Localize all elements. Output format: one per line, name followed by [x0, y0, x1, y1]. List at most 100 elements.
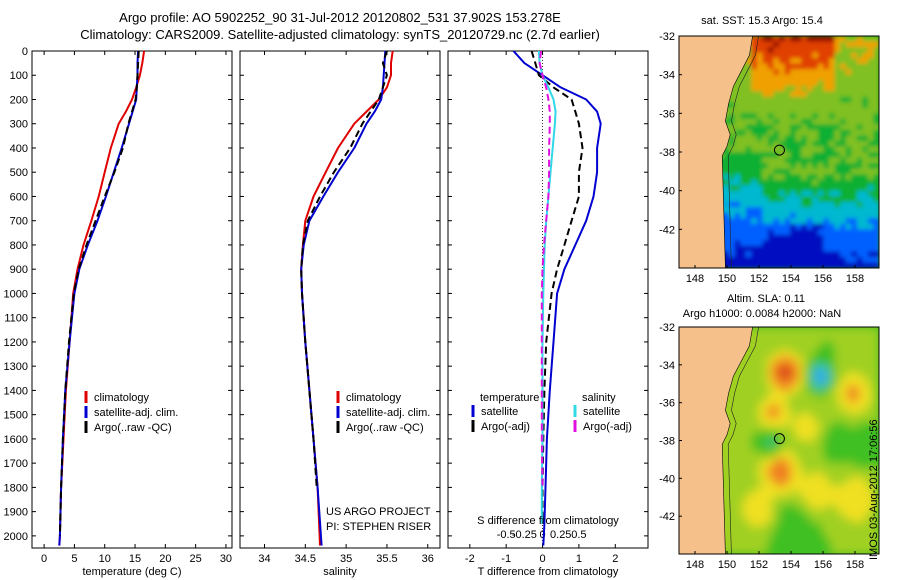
- sla-cell: [747, 358, 752, 364]
- map-lon-label: 152: [750, 273, 768, 285]
- sla-cell: [839, 363, 844, 369]
- sst-cell: [806, 212, 813, 219]
- sst-cell: [745, 234, 752, 241]
- sst-cell: [784, 129, 791, 136]
- sla-cell: [875, 440, 879, 446]
- sla-cell: [875, 345, 879, 351]
- sst-cell: [801, 223, 808, 230]
- sst-cell: [806, 223, 813, 230]
- sla-cell: [767, 540, 772, 546]
- sst-cell: [734, 257, 741, 264]
- sst-cell: [823, 245, 830, 252]
- sla-cell: [843, 517, 848, 523]
- sla-cell: [803, 472, 808, 478]
- sla-cell: [815, 440, 820, 446]
- sla-cell: [759, 404, 764, 410]
- sst-cell: [823, 41, 830, 48]
- sst-cell: [812, 118, 819, 125]
- sla-cell: [791, 526, 796, 532]
- sla-cell: [747, 495, 752, 501]
- sla-cell: [871, 463, 876, 469]
- sla-cell: [875, 436, 879, 442]
- sla-cell: [859, 531, 864, 537]
- sst-cell: [873, 157, 879, 164]
- sla-cell: [835, 522, 840, 528]
- sst-cell: [784, 85, 791, 92]
- sst-cell: [756, 74, 763, 81]
- sst-cell: [762, 80, 769, 87]
- sla-cell: [871, 445, 876, 451]
- sst-cell: [762, 245, 769, 252]
- sst-cell: [829, 36, 836, 43]
- sla-cell: [871, 417, 876, 423]
- sla-cell: [791, 367, 796, 373]
- sst-cell: [790, 74, 797, 81]
- sst-cell: [734, 141, 741, 148]
- sla-cell: [835, 458, 840, 464]
- sla-cell: [815, 522, 820, 528]
- sst-cell: [745, 196, 752, 203]
- sla-cell: [855, 376, 860, 382]
- sla-cell: [827, 467, 832, 473]
- sst-cell: [812, 63, 819, 70]
- sst-cell: [751, 257, 758, 264]
- sst-cell: [801, 251, 808, 258]
- sla-cell: [747, 458, 752, 464]
- sst-cell: [817, 157, 825, 164]
- sst-cell: [806, 179, 813, 186]
- sst-cell: [779, 36, 786, 43]
- sst-cell: [729, 245, 736, 252]
- sla-cell: [755, 531, 760, 537]
- sst-cell: [740, 234, 747, 241]
- sla-cell: [867, 485, 872, 491]
- sla-cell: [759, 395, 764, 401]
- sla-cell: [771, 336, 776, 342]
- sla-cell: [847, 540, 852, 546]
- sla-cell: [739, 531, 744, 537]
- sla-cell: [775, 413, 780, 419]
- sst-cell: [873, 179, 879, 186]
- sla-cell: [791, 345, 796, 351]
- sla-cell: [835, 495, 840, 501]
- sst-cell: [834, 146, 841, 153]
- sst-cell: [806, 47, 813, 54]
- sst-cell: [829, 196, 836, 203]
- sla-cell: [803, 336, 808, 342]
- map-lat-label: -42: [659, 511, 675, 523]
- sla-cell: [787, 436, 792, 442]
- sla-cell: [799, 376, 804, 382]
- sla-cell: [871, 540, 876, 546]
- sst-cell: [829, 129, 836, 136]
- sla-cell: [751, 363, 756, 369]
- sla-cell: [855, 363, 860, 369]
- sla-cell: [755, 522, 760, 528]
- sla-cell: [735, 463, 740, 469]
- sla-cell: [723, 504, 728, 510]
- sla-cell: [835, 476, 840, 482]
- sla-cell: [779, 336, 784, 342]
- sst-cell: [740, 179, 747, 186]
- sst-cell: [829, 74, 836, 81]
- sla-cell: [775, 499, 780, 505]
- sst-cell: [790, 63, 797, 70]
- sla-cell: [827, 454, 832, 460]
- sla-cell: [851, 540, 856, 546]
- sst-cell: [873, 124, 879, 131]
- sla-cell: [847, 526, 852, 532]
- sla-cell: [871, 522, 876, 528]
- sla-cell: [807, 458, 812, 464]
- sla-cell: [763, 531, 768, 537]
- sla-cell: [751, 504, 756, 510]
- sla-cell: [875, 367, 879, 373]
- sst-cell: [873, 102, 879, 109]
- sla-cell: [827, 367, 832, 373]
- sla-cell: [807, 390, 812, 396]
- sla-cell: [743, 485, 748, 491]
- sst-cell: [867, 146, 875, 153]
- sla-cell: [763, 367, 768, 373]
- sst-cell: [784, 91, 791, 98]
- sst-cell: [845, 251, 852, 258]
- sla-cell: [875, 490, 879, 496]
- sst-cell: [751, 41, 758, 48]
- sla-cell: [775, 376, 780, 382]
